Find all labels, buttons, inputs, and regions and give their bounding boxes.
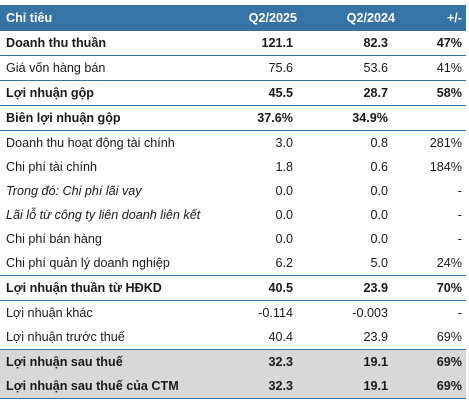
row-q2-2024: 82.3 (301, 31, 399, 56)
row-q2-2025: 75.6 (268, 61, 293, 75)
row-q2-2024: 53.6 (363, 61, 388, 75)
header-q2-2024: Q2/2024 (301, 5, 399, 31)
row-q2-2024: 28.7 (301, 80, 399, 106)
row-change (399, 105, 466, 131)
row-q2-2025: 40.5 (214, 275, 301, 301)
row-q2-2024: 19.1 (301, 349, 399, 374)
row-change: 69% (399, 349, 466, 374)
row-q2-2024: 23.9 (301, 275, 399, 301)
table-row: Lợi nhuận sau thuế 32.3 19.1 69% (0, 349, 466, 374)
table-row: Chi phí tài chính 1.8 0.6 184% (0, 155, 466, 179)
row-q2-2025: -0.114 (258, 306, 293, 320)
table-row: Lợi nhuận thuần từ HĐKD 40.5 23.9 70% (0, 275, 466, 301)
row-change: 47% (399, 31, 466, 56)
row-label: Biên lợi nhuận gộp (0, 105, 214, 131)
row-q2-2025: 45.5 (214, 80, 301, 106)
row-label: Lợi nhuận trước thuế (6, 330, 125, 344)
row-label: Lợi nhuận thuần từ HĐKD (0, 275, 214, 301)
row-change: 281% (429, 136, 462, 150)
row-label: Giá vốn hàng bán (6, 61, 106, 75)
row-q2-2025: 32.3 (214, 349, 301, 374)
row-label: Doanh thu hoạt động tài chính (6, 136, 175, 150)
row-q2-2025: 3.0 (275, 136, 293, 150)
row-label: Lợi nhuận sau thuế (0, 349, 214, 374)
row-change: 69% (399, 374, 466, 399)
row-change: 184% (429, 160, 462, 174)
row-q2-2024: 19.1 (301, 374, 399, 399)
row-q2-2024: 23.9 (363, 330, 388, 344)
row-q2-2025: 0.0 (275, 232, 293, 246)
row-change: 24% (436, 256, 462, 270)
row-label: Lợi nhuận khác (6, 306, 93, 320)
table-header-row: Chỉ tiêu Q2/2025 Q2/2024 +/- (0, 5, 466, 31)
row-label: Chi phí quản lý doanh nghiệp (6, 256, 170, 270)
row-change: 41% (436, 61, 462, 75)
row-label: Lãi lỗ từ công ty liên doanh liên kết (6, 208, 201, 222)
row-label: Lợi nhuận gộp (0, 80, 214, 106)
row-q2-2025: 32.3 (214, 374, 301, 399)
row-q2-2025: 6.2 (275, 256, 293, 270)
table-row: Biên lợi nhuận gộp 37.6% 34.9% (0, 105, 466, 131)
row-q2-2025: 0.0 (275, 208, 293, 222)
table-row: Doanh thu hoạt động tài chính 3.0 0.8 28… (0, 131, 466, 156)
row-q2-2024: 0.0 (370, 208, 388, 222)
row-q2-2025: 1.8 (275, 160, 293, 174)
row-change: - (457, 306, 462, 320)
table-row: Lợi nhuận trước thuế 40.4 23.9 69% (0, 325, 466, 350)
row-q2-2024: -0.003 (352, 306, 388, 320)
header-q2-2025: Q2/2025 (214, 5, 301, 31)
header-change: +/- (399, 5, 466, 31)
row-q2-2024: 5.0 (370, 256, 388, 270)
table-row: Lợi nhuận khác -0.114 -0.003 - (0, 301, 466, 326)
row-label: Doanh thu thuần (0, 31, 214, 56)
row-label: Chi phí tài chính (6, 160, 98, 174)
row-change: 69% (436, 330, 462, 344)
row-change: 58% (399, 80, 466, 106)
table-row: Lợi nhuận gộp 45.5 28.7 58% (0, 80, 466, 106)
row-q2-2025: 0.0 (275, 184, 293, 198)
financial-results-table: Chỉ tiêu Q2/2025 Q2/2024 +/- Doanh thu t… (0, 5, 466, 399)
row-q2-2024: 0.8 (370, 136, 388, 150)
table-row: Chi phí bán hàng 0.0 0.0 - (0, 227, 466, 251)
table-row: Giá vốn hàng bán 75.6 53.6 41% (0, 56, 466, 81)
row-q2-2025: 40.4 (268, 330, 293, 344)
row-q2-2025: 121.1 (214, 31, 301, 56)
table-row: Doanh thu thuần 121.1 82.3 47% (0, 31, 466, 56)
table-row: Lãi lỗ từ công ty liên doanh liên kết 0.… (0, 203, 466, 227)
row-change: - (457, 184, 462, 198)
table-row: Trong đó: Chi phí lãi vay 0.0 0.0 - (0, 179, 466, 203)
row-q2-2024: 0.0 (370, 232, 388, 246)
row-change: 70% (399, 275, 466, 301)
row-label: Trong đó: Chi phí lãi vay (6, 184, 142, 198)
row-change: - (457, 232, 462, 246)
row-q2-2024: 0.0 (370, 184, 388, 198)
row-q2-2024: 0.6 (370, 160, 388, 174)
header-indicator: Chỉ tiêu (0, 5, 214, 31)
row-change: - (457, 208, 462, 222)
row-label: Lợi nhuận sau thuế của CTM (0, 374, 214, 399)
table-row: Chi phí quản lý doanh nghiệp 6.2 5.0 24% (0, 251, 466, 276)
row-q2-2024: 34.9% (301, 105, 399, 131)
table-row: Lợi nhuận sau thuế của CTM 32.3 19.1 69% (0, 374, 466, 399)
row-label: Chi phí bán hàng (6, 232, 102, 246)
row-q2-2025: 37.6% (214, 105, 301, 131)
